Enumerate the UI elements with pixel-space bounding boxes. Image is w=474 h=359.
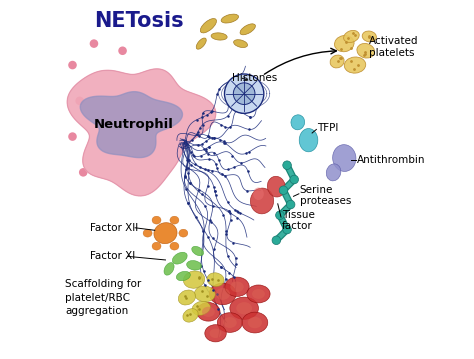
Ellipse shape	[197, 303, 220, 321]
Circle shape	[279, 186, 288, 195]
Ellipse shape	[326, 164, 341, 181]
Ellipse shape	[183, 309, 198, 322]
Circle shape	[90, 39, 98, 48]
Ellipse shape	[164, 263, 174, 275]
Ellipse shape	[225, 277, 249, 297]
Circle shape	[79, 168, 88, 177]
Circle shape	[225, 74, 264, 113]
Ellipse shape	[291, 115, 305, 130]
Ellipse shape	[248, 317, 262, 328]
Ellipse shape	[242, 312, 268, 333]
Ellipse shape	[333, 145, 356, 172]
Ellipse shape	[202, 307, 215, 317]
Text: NETosis: NETosis	[94, 11, 183, 32]
Ellipse shape	[223, 317, 237, 328]
Ellipse shape	[176, 271, 191, 281]
Ellipse shape	[196, 38, 206, 49]
Ellipse shape	[178, 290, 196, 305]
Ellipse shape	[299, 129, 318, 152]
Ellipse shape	[221, 14, 238, 23]
Ellipse shape	[230, 297, 258, 319]
Ellipse shape	[357, 43, 374, 58]
Text: TFPI: TFPI	[318, 123, 339, 132]
Circle shape	[283, 161, 292, 169]
Ellipse shape	[335, 36, 354, 52]
Ellipse shape	[267, 176, 285, 197]
Ellipse shape	[192, 301, 210, 315]
Ellipse shape	[330, 55, 344, 68]
Ellipse shape	[201, 19, 217, 33]
Ellipse shape	[183, 271, 205, 288]
Text: Activated
platelets: Activated platelets	[369, 36, 419, 58]
Ellipse shape	[344, 57, 366, 73]
Ellipse shape	[154, 223, 177, 244]
Text: Scaffolding for
platelet/RBC
aggregation: Scaffolding for platelet/RBC aggregation	[65, 279, 142, 316]
Ellipse shape	[207, 273, 224, 286]
Ellipse shape	[218, 313, 242, 332]
Ellipse shape	[236, 302, 252, 314]
Ellipse shape	[194, 286, 215, 302]
Ellipse shape	[250, 188, 273, 214]
Ellipse shape	[344, 31, 359, 42]
Ellipse shape	[192, 246, 203, 256]
Ellipse shape	[247, 285, 270, 303]
Circle shape	[75, 97, 84, 105]
Ellipse shape	[234, 40, 247, 47]
Ellipse shape	[362, 31, 376, 42]
Polygon shape	[67, 69, 216, 196]
Ellipse shape	[205, 325, 226, 342]
Ellipse shape	[173, 252, 187, 264]
Text: Histones: Histones	[232, 73, 277, 83]
Circle shape	[68, 61, 77, 69]
Circle shape	[233, 83, 255, 104]
Text: Factor XI: Factor XI	[91, 251, 136, 261]
Text: Serine
proteases: Serine proteases	[300, 185, 351, 206]
Ellipse shape	[210, 283, 236, 305]
Circle shape	[290, 175, 299, 184]
Ellipse shape	[152, 242, 161, 250]
Ellipse shape	[152, 216, 161, 224]
Ellipse shape	[170, 216, 179, 224]
Ellipse shape	[210, 328, 221, 338]
Text: Factor XII: Factor XII	[91, 223, 138, 233]
Ellipse shape	[170, 242, 179, 250]
Ellipse shape	[215, 288, 230, 300]
Circle shape	[283, 225, 292, 234]
Ellipse shape	[187, 261, 201, 270]
Circle shape	[118, 46, 127, 55]
Circle shape	[275, 211, 284, 220]
Text: Neutrophil: Neutrophil	[94, 117, 174, 131]
Polygon shape	[80, 92, 182, 158]
Circle shape	[68, 132, 77, 141]
Ellipse shape	[143, 229, 152, 237]
Text: Antithrombin: Antithrombin	[357, 155, 425, 165]
Ellipse shape	[211, 33, 227, 40]
Ellipse shape	[230, 281, 244, 292]
Circle shape	[272, 236, 281, 244]
Ellipse shape	[252, 289, 265, 299]
Text: Tissue
factor: Tissue factor	[282, 210, 315, 232]
Ellipse shape	[179, 229, 188, 237]
Ellipse shape	[253, 187, 264, 200]
Ellipse shape	[240, 24, 255, 35]
Circle shape	[286, 200, 295, 209]
